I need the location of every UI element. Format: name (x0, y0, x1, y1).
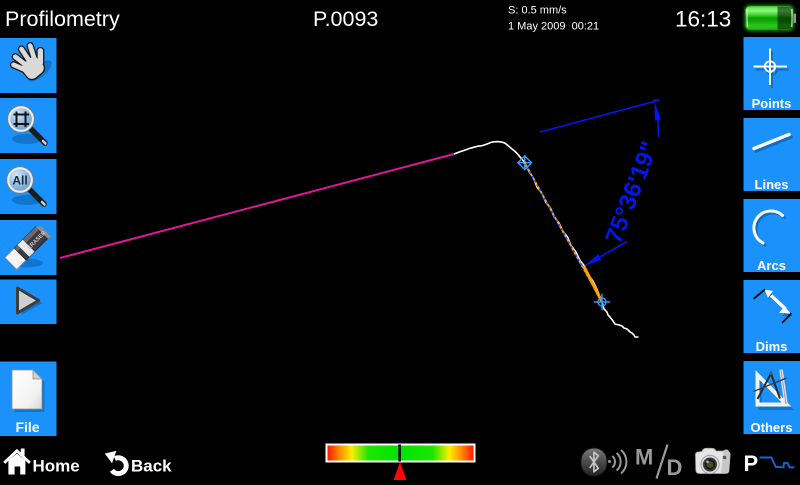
svg-text:Back: Back (131, 457, 172, 476)
svg-text:Arcs: Arcs (757, 258, 786, 273)
svg-text:Points: Points (752, 96, 792, 111)
svg-text:All: All (12, 174, 27, 188)
svg-text:File: File (15, 419, 39, 435)
svg-text:Others: Others (751, 420, 793, 435)
svg-text:Profilometry: Profilometry (5, 7, 120, 31)
svg-text:Home: Home (33, 457, 80, 476)
svg-text:Lines: Lines (755, 177, 789, 192)
svg-text:16:13: 16:13 (675, 7, 731, 32)
svg-text:Dims: Dims (756, 339, 788, 354)
svg-text:S: 0.5 mm/s: S: 0.5 mm/s (508, 5, 567, 17)
svg-text:M: M (635, 445, 653, 470)
svg-text:P.0093: P.0093 (313, 7, 378, 31)
svg-text:1 May 2009 00:21: 1 May 2009 00:21 (508, 21, 599, 33)
svg-text:D: D (667, 455, 683, 480)
svg-text:P: P (744, 451, 759, 476)
